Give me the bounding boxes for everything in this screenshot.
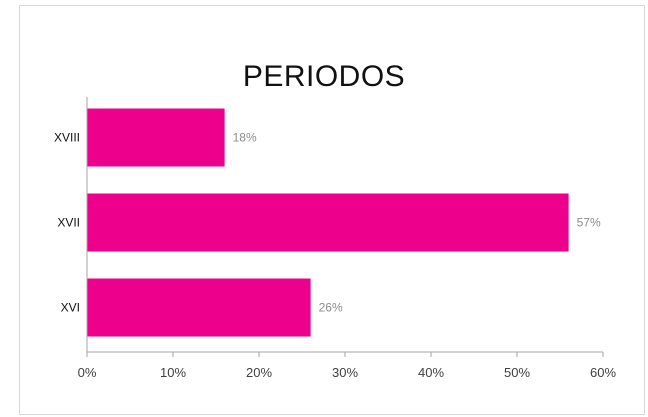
x-tick-label: 20%	[246, 365, 272, 380]
x-tick-label: 30%	[332, 365, 358, 380]
category-label: XVII	[57, 216, 80, 230]
x-tick-label: 0%	[78, 365, 97, 380]
category-label: XVIII	[54, 131, 80, 145]
data-label: 18%	[233, 131, 257, 145]
chart-title: PERIODOS	[242, 60, 406, 93]
data-label: 57%	[577, 216, 601, 230]
x-tick-label: 40%	[418, 365, 444, 380]
x-tick-label: 50%	[504, 365, 530, 380]
x-tick-label: 60%	[590, 365, 616, 380]
bar-xvi	[87, 278, 311, 337]
data-label: 26%	[319, 301, 343, 315]
bar-xviii	[87, 108, 225, 167]
category-label: XVI	[61, 301, 80, 315]
x-tick-label: 10%	[160, 365, 186, 380]
bar-xvii	[87, 193, 569, 252]
